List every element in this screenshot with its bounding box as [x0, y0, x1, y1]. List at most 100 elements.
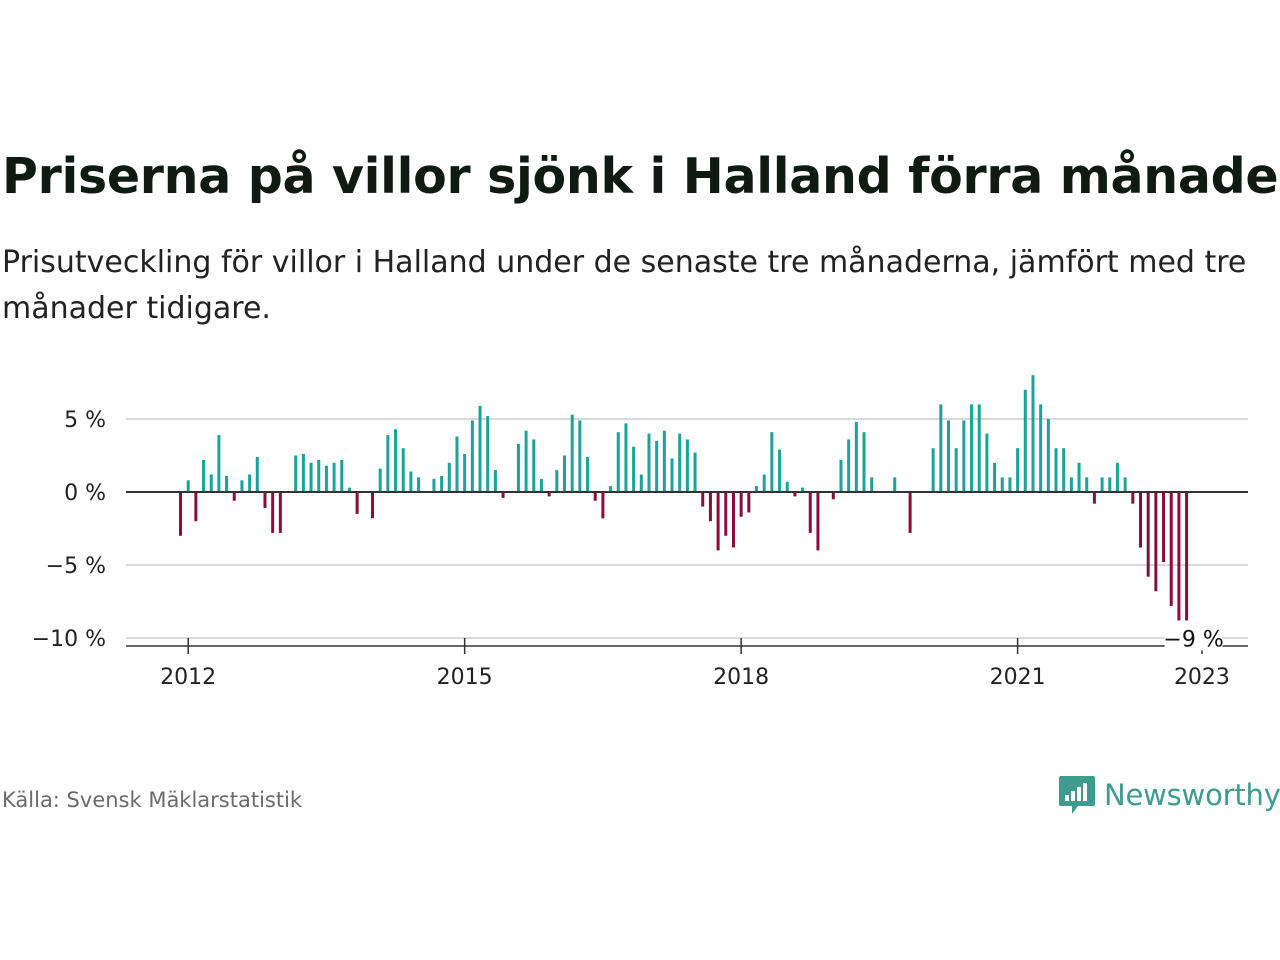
- bar: [232, 492, 236, 501]
- bar: [908, 492, 912, 533]
- bar: [962, 420, 966, 492]
- bar: [440, 475, 444, 492]
- bar: [301, 454, 305, 492]
- bar: [793, 492, 797, 497]
- bar: [931, 448, 935, 492]
- bar: [808, 492, 812, 533]
- bar: [939, 404, 943, 492]
- bar: [670, 458, 674, 492]
- y-tick-label: −10 %: [32, 627, 106, 652]
- bar: [1054, 448, 1058, 492]
- bar: [470, 420, 474, 492]
- bar: [624, 423, 628, 492]
- bar: [1023, 389, 1027, 492]
- bar: [586, 456, 590, 492]
- bar: [278, 492, 282, 533]
- bar: [985, 433, 989, 492]
- bar: [209, 474, 213, 492]
- bar: [225, 475, 229, 492]
- chart-title: Priserna på villor sjönk i Halland förra…: [2, 148, 1280, 205]
- bar: [317, 459, 321, 492]
- bar: [194, 492, 198, 522]
- source-note: Källa: Svensk Mäklarstatistik: [2, 788, 303, 812]
- x-tick-label: 2012: [160, 665, 216, 690]
- y-tick-label: −5 %: [46, 554, 106, 579]
- y-tick-label: 5 %: [64, 408, 106, 433]
- bar: [409, 471, 413, 492]
- bar: [678, 433, 682, 492]
- bar: [970, 404, 974, 492]
- bar: [1069, 477, 1073, 492]
- chart-subtitle: Prisutveckling för villor i Halland unde…: [2, 245, 1247, 326]
- bar: [632, 446, 636, 492]
- bar: [785, 481, 789, 492]
- bar: [839, 459, 843, 492]
- bar: [816, 492, 820, 551]
- bar: [324, 465, 328, 492]
- bar: [1046, 419, 1050, 492]
- bar: [478, 405, 482, 492]
- axes: [126, 491, 1248, 654]
- bar: [1077, 462, 1081, 492]
- bar: [1154, 492, 1158, 592]
- bar: [1115, 462, 1119, 492]
- bar: [547, 492, 551, 497]
- bar: [739, 492, 743, 517]
- bar: [647, 433, 651, 492]
- bar: [263, 492, 267, 509]
- bar: [539, 478, 543, 492]
- y-tick-label: 0 %: [64, 481, 106, 506]
- bar: [954, 448, 958, 492]
- bar: [747, 492, 751, 513]
- bar: [616, 432, 620, 492]
- bar: [455, 436, 459, 492]
- bar: [371, 492, 374, 519]
- bar: [255, 456, 259, 492]
- bar: [1031, 375, 1035, 492]
- x-tick-label: 2018: [713, 665, 769, 690]
- bar: [1092, 492, 1096, 504]
- bar: [432, 478, 436, 492]
- bar: [847, 439, 851, 492]
- bar: [778, 449, 782, 492]
- brand-logo: Newsworthy: [1058, 772, 1280, 818]
- bar: [516, 443, 520, 492]
- bar: [1169, 492, 1173, 606]
- bar: [593, 492, 597, 501]
- bar: [394, 429, 398, 492]
- bar: [639, 474, 643, 492]
- bar: [493, 470, 497, 492]
- bar: [340, 459, 344, 492]
- bar: [217, 435, 221, 492]
- bar: [1123, 477, 1127, 492]
- bar: [1146, 492, 1150, 577]
- bar: [662, 430, 666, 492]
- bar: [1000, 477, 1004, 492]
- bar: [417, 477, 421, 492]
- bar: [570, 414, 574, 492]
- bars: [179, 375, 1189, 621]
- bar: [186, 480, 190, 492]
- bar: [1100, 477, 1104, 492]
- bar: [762, 474, 766, 492]
- bar: [240, 480, 244, 492]
- bar: [1139, 492, 1142, 548]
- bar: [601, 492, 605, 519]
- bar: [1162, 492, 1166, 563]
- x-tick-label: 2021: [990, 665, 1046, 690]
- x-tick-label: 2015: [437, 665, 493, 690]
- bar: [609, 486, 613, 492]
- bar: [532, 439, 536, 492]
- bar: [447, 462, 451, 492]
- bar: [1085, 477, 1089, 492]
- bar: [831, 492, 835, 500]
- bar: [578, 420, 582, 492]
- bar: [202, 459, 206, 492]
- bar: [655, 440, 659, 492]
- bar: [724, 492, 728, 536]
- bar: [463, 454, 467, 492]
- x-tick-label: 2023: [1174, 665, 1230, 690]
- bar: [309, 462, 313, 492]
- bar: [501, 492, 505, 498]
- bar: [770, 432, 774, 492]
